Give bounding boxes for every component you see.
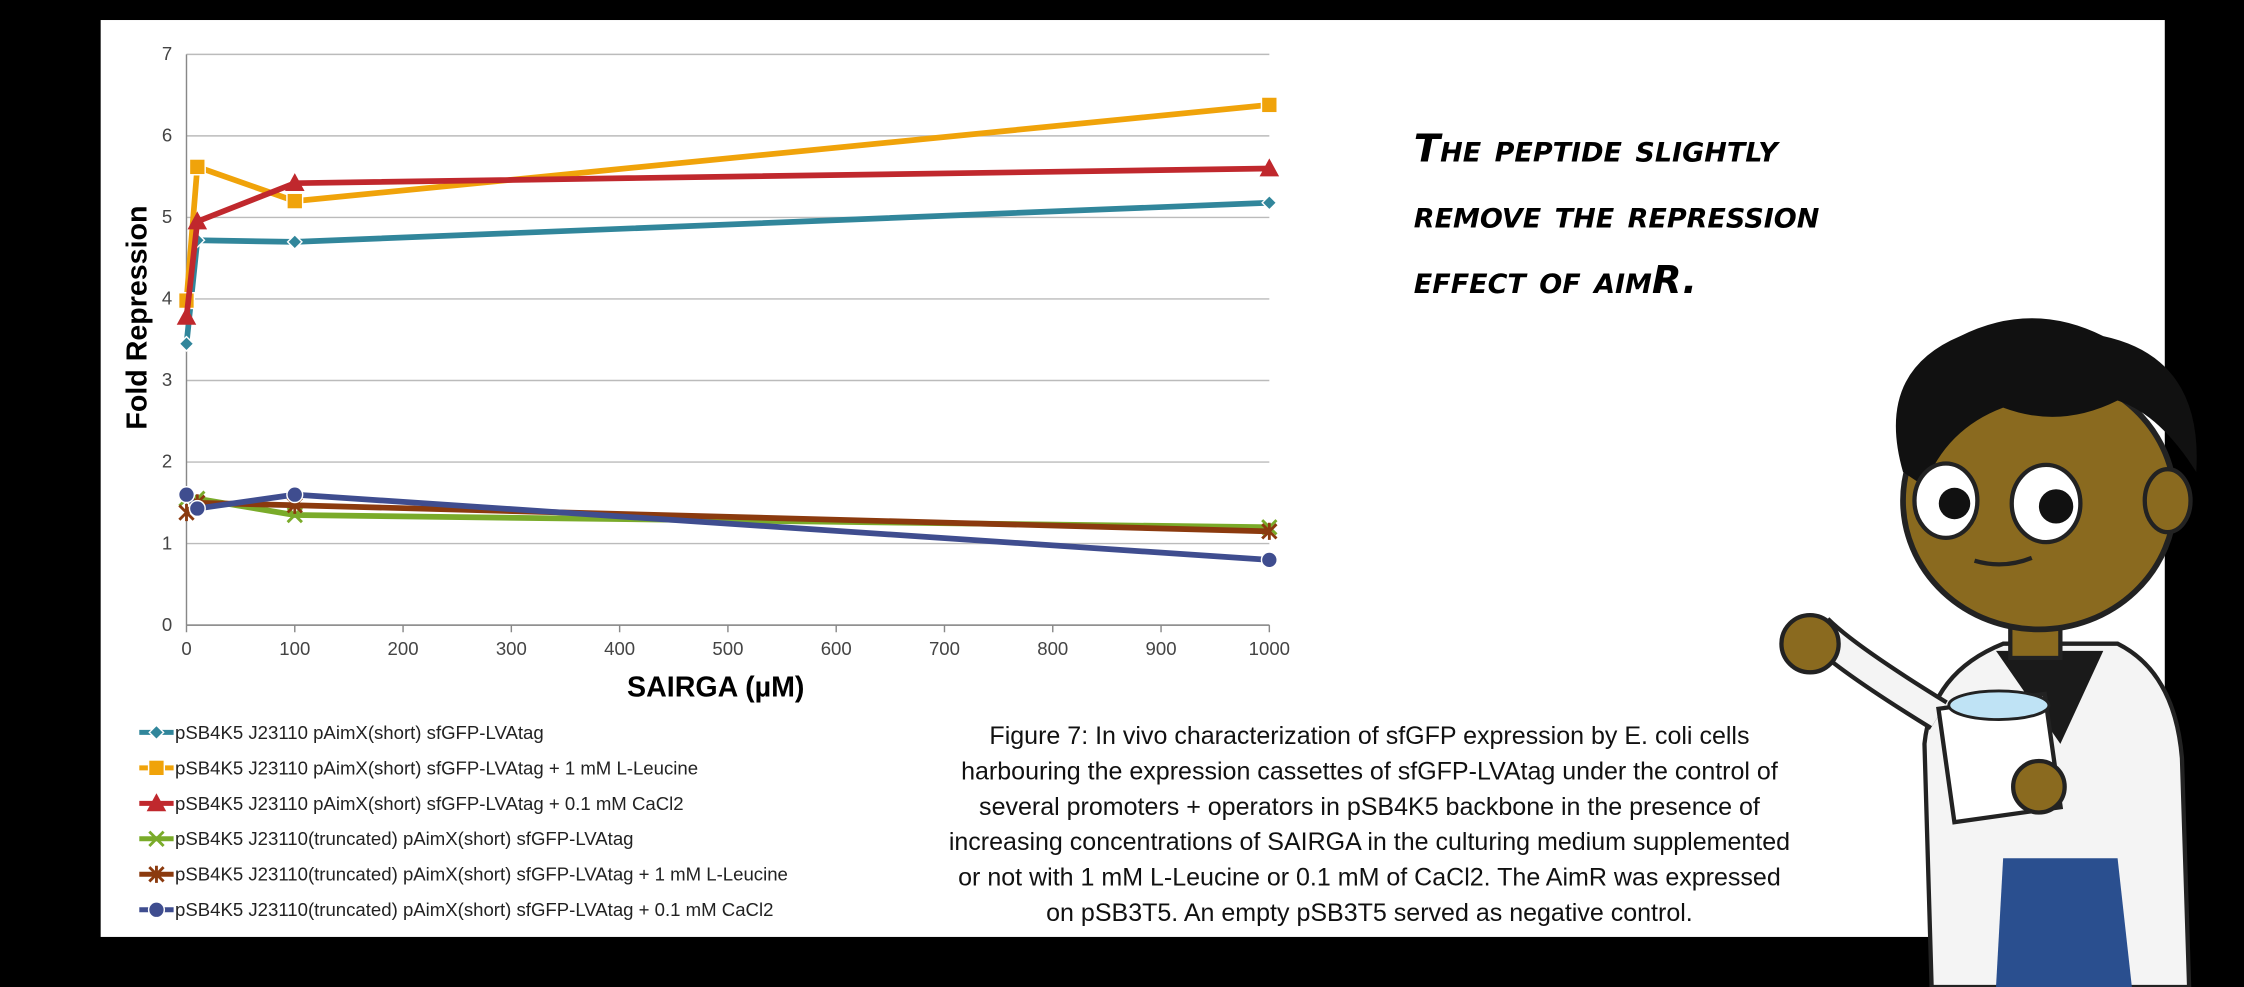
y-axis-label: Fold Repression	[121, 206, 153, 430]
caption-line: harbouring the expression cassettes of s…	[961, 757, 1778, 785]
page: SAIRGA (µM) Fold Repression The peptide …	[0, 0, 2244, 987]
caption-line: several promoters + operators in pSB4K5 …	[979, 793, 1760, 821]
y-tick-label: 3	[162, 369, 172, 390]
marker	[287, 487, 303, 503]
hand	[1781, 615, 1838, 672]
jeans	[1996, 858, 2132, 987]
y-tick-label: 2	[162, 451, 172, 472]
legend-label: pSB4K5 J23110(truncated) pAimX(short) sf…	[175, 864, 788, 885]
marker	[179, 487, 195, 503]
cup-top	[1949, 691, 2049, 720]
marker	[1261, 97, 1277, 113]
hand	[2013, 761, 2064, 812]
marker	[287, 193, 303, 209]
y-tick-label: 5	[162, 206, 172, 227]
x-tick-label: 500	[712, 638, 743, 659]
x-tick-label: 0	[181, 638, 191, 659]
y-tick-label: 1	[162, 532, 172, 553]
x-tick-label: 400	[604, 638, 635, 659]
x-tick-label: 100	[279, 638, 310, 659]
ear	[2145, 469, 2191, 532]
marker	[149, 902, 165, 918]
x-axis-label: SAIRGA (µM)	[627, 672, 804, 704]
x-tick-label: 300	[496, 638, 527, 659]
caption-line: increasing concentrations of SAIRGA in t…	[949, 828, 1790, 856]
legend-label: pSB4K5 J23110(truncated) pAimX(short) sf…	[175, 828, 633, 849]
x-tick-label: 200	[388, 638, 419, 659]
x-tick-label: 700	[929, 638, 960, 659]
legend-label: pSB4K5 J23110 pAimX(short) sfGFP-LVAtag	[175, 722, 544, 743]
y-tick-label: 6	[162, 125, 172, 146]
y-tick-label: 4	[162, 288, 172, 309]
x-tick-label: 900	[1146, 638, 1177, 659]
pupil	[1939, 488, 1970, 519]
y-tick-label: 0	[162, 614, 172, 635]
legend-label: pSB4K5 J23110 pAimX(short) sfGFP-LVAtag …	[175, 757, 698, 778]
marker	[149, 760, 165, 776]
annotation-line: The peptide slightly	[1414, 127, 1780, 172]
legend-label: pSB4K5 J23110 pAimX(short) sfGFP-LVAtag …	[175, 793, 684, 814]
y-tick-label: 7	[162, 43, 172, 64]
x-tick-label: 800	[1037, 638, 1068, 659]
x-tick-label: 600	[821, 638, 852, 659]
pupil	[2039, 489, 2073, 523]
annotation-line: remove the repression	[1414, 192, 1820, 237]
caption-line: Figure 7: In vivo characterization of sf…	[989, 722, 1749, 750]
marker	[189, 159, 205, 175]
marker	[189, 501, 205, 517]
marker	[1261, 552, 1277, 568]
x-tick-label: 1000	[1249, 638, 1290, 659]
caption-line: or not with 1 mM L-Leucine or 0.1 mM of …	[958, 864, 1781, 892]
caption-line: on pSB3T5. An empty pSB3T5 served as neg…	[1046, 899, 1693, 927]
legend-label: pSB4K5 J23110(truncated) pAimX(short) sf…	[175, 899, 773, 920]
annotation-line: effect of aimR.	[1414, 258, 1697, 303]
